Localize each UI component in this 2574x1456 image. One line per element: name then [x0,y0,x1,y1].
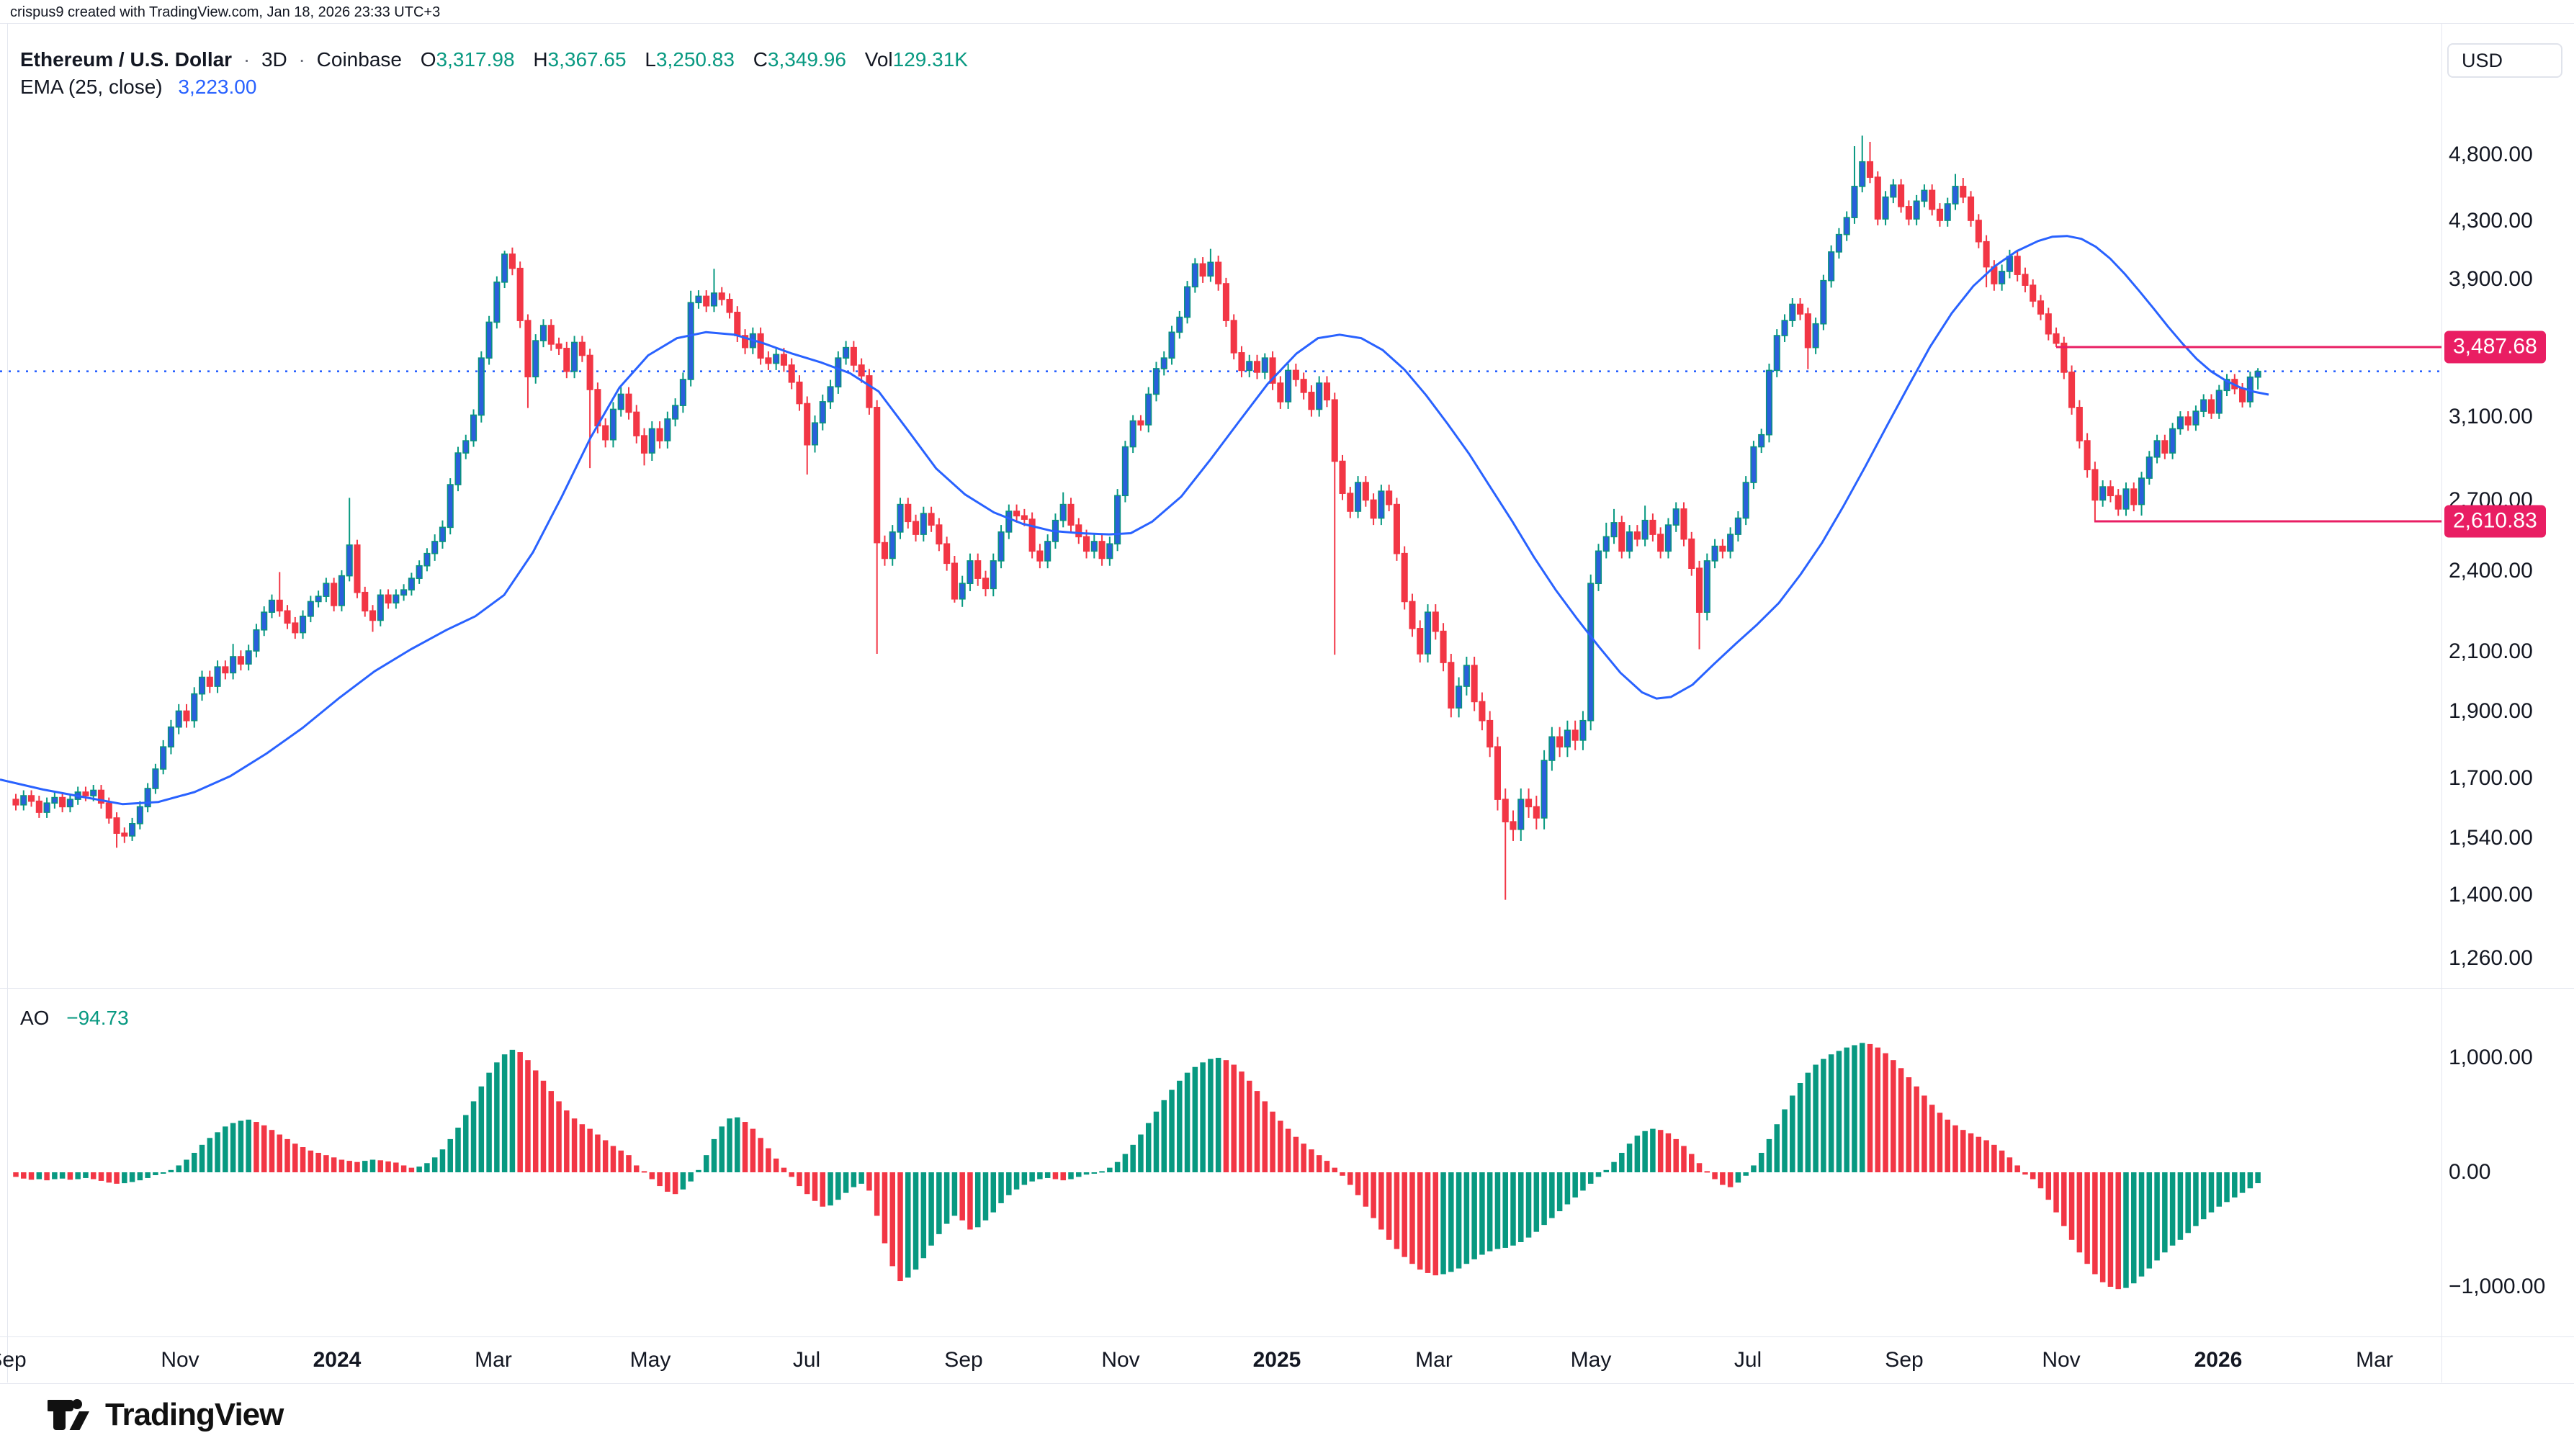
widget-bottom-border [0,1383,2574,1384]
high-label: H [533,48,548,71]
ao-indicator-label[interactable]: AO [20,1007,50,1029]
widget-left-border [7,23,8,1383]
currency-button[interactable]: USD [2447,43,2562,78]
time-axis-separator [0,1336,2574,1337]
low-label: L [645,48,656,71]
price-axis[interactable]: 4,800.00 4,300.00 3,900.00 3,100.00 2,700.00… [2443,23,2574,1336]
time-axis-label: May [629,1348,671,1372]
price-axis-label: 4,300.00 [2449,209,2533,233]
ao-axis-label: −1,000.00 [2449,1275,2546,1298]
low-value: 3,250.83 [655,48,735,71]
ao-axis-label: 0.00 [2449,1160,2491,1184]
time-axis-label: Jul [792,1348,821,1372]
open-label: O [420,48,436,71]
ema-indicator-value: 3,223.00 [178,76,257,98]
price-axis-label: 1,540.00 [2449,826,2533,850]
time-axis-label: 2024 [313,1348,362,1372]
time-axis-label: Nov [1101,1348,1140,1372]
price-axis-label: 1,260.00 [2449,946,2533,970]
ema-indicator-label[interactable]: EMA (25, close) [20,76,163,98]
time-axis-label: Nov [161,1348,199,1372]
time-axis-label: Mar [2356,1348,2393,1372]
attribution-text: crispus9 created with TradingView.com, J… [10,4,441,20]
time-axis-label: Nov [2042,1348,2081,1372]
open-value: 3,317.98 [436,48,515,71]
pane-separator [0,988,2574,989]
price-axis-label: 1,400.00 [2449,883,2533,907]
time-axis-label: 2026 [2194,1348,2243,1372]
price-line-tag: 2,610.83 [2444,505,2546,538]
candles-layer [12,135,2261,900]
time-axis-label: May [1570,1348,1612,1372]
time-axis[interactable]: Sep Nov 2024 Mar May Jul Sep Nov 2025 Mar May Jul Se… [0,1338,2441,1383]
chart-legend: Ethereum / U.S. Dollar · 3D · Coinbase O… [20,46,968,101]
time-axis-label: 2025 [1252,1348,1301,1372]
time-axis-label: Jul [1734,1348,1762,1372]
ao-histogram-layer [13,1043,2261,1290]
widget-top-border [0,23,2574,24]
time-axis-label: Mar [475,1348,512,1372]
price-axis-label: 2,100.00 [2449,639,2533,663]
high-value: 3,367.65 [547,48,627,71]
volume-value: 129.31K [892,48,968,71]
ao-legend-row[interactable]: AO −94.73 [20,1007,129,1030]
price-axis-label: 1,900.00 [2449,699,2533,723]
time-axis-label: Mar [1415,1348,1453,1372]
ao-indicator-value: −94.73 [66,1007,129,1029]
price-axis-label: 3,100.00 [2449,405,2533,428]
interval-label[interactable]: 3D [261,48,287,71]
tradingview-logo[interactable]: TradingView [48,1394,284,1436]
ema-row[interactable]: EMA (25, close) 3,223.00 [20,73,968,101]
time-axis-label: Sep [0,1348,27,1372]
tradingview-logo-icon [48,1399,89,1430]
separator-dot: · [243,48,251,71]
ema-line [0,235,2269,806]
time-axis-label: Sep [1885,1348,1924,1372]
ao-axis-label: 1,000.00 [2449,1046,2533,1069]
price-axis-label: 2,400.00 [2449,559,2533,583]
price-axis-label: 1,700.00 [2449,766,2533,790]
currency-button-label: USD [2462,49,2503,71]
separator-dot: · [298,48,305,71]
exchange-label: Coinbase [316,48,402,71]
time-axis-label: Sep [944,1348,983,1372]
price-axis-label: 4,800.00 [2449,143,2533,166]
price-axis-separator [2441,23,2442,1383]
close-value: 3,349.96 [767,48,846,71]
volume-label: Vol [864,48,893,71]
tradingview-logo-text: TradingView [105,1397,284,1432]
close-label: C [753,48,768,71]
price-line-tag: 3,487.68 [2444,331,2546,364]
symbol-row[interactable]: Ethereum / U.S. Dollar · 3D · Coinbase O… [20,46,968,73]
symbol-title[interactable]: Ethereum / U.S. Dollar [20,48,233,71]
price-axis-label: 3,900.00 [2449,267,2533,291]
